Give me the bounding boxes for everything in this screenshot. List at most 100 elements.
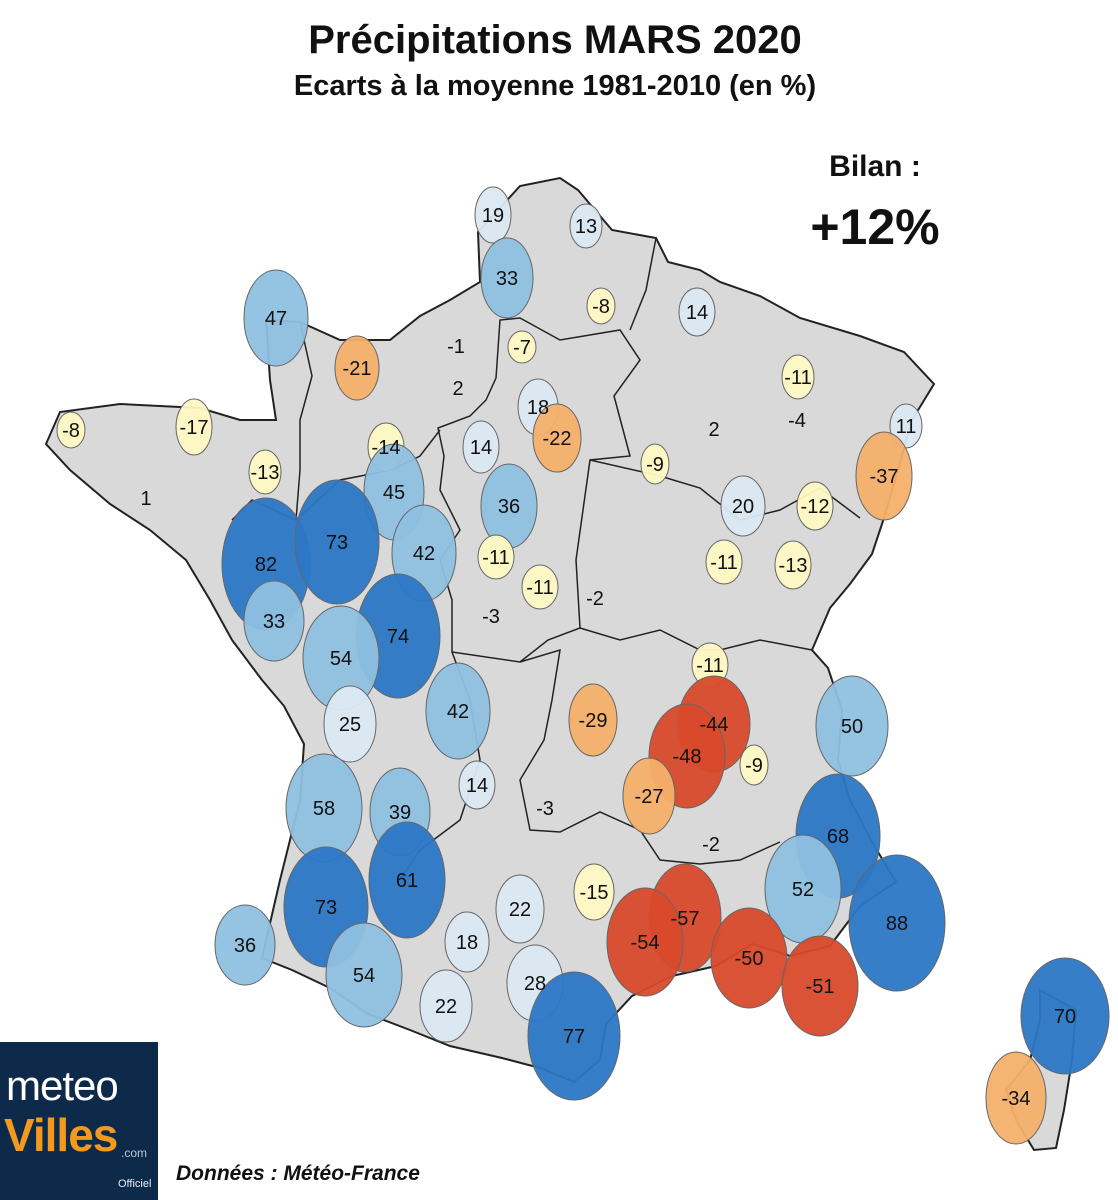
station-value-label: -13 [779, 555, 808, 577]
station-value-label: -2 [702, 834, 720, 856]
station-value-label: -29 [579, 710, 608, 732]
station-value-label: -9 [745, 755, 763, 777]
station-value-label: -2 [586, 588, 604, 610]
station-marker [507, 330, 537, 364]
station-marker [606, 887, 684, 997]
station-value-label: 33 [263, 611, 285, 633]
station-value-label: -14 [372, 437, 401, 459]
station-value-label: 54 [330, 648, 352, 670]
station-value-label: -22 [543, 428, 572, 450]
station-value-label: 2 [708, 419, 719, 441]
station-value-label: -11 [696, 655, 723, 677]
station-marker [294, 479, 380, 605]
station-value-label: 14 [470, 437, 492, 459]
station-marker [848, 854, 946, 992]
station-marker [425, 662, 491, 760]
station-value-label: 74 [387, 626, 409, 648]
station-value-label: -27 [635, 786, 664, 808]
station-value-label: 18 [527, 397, 549, 419]
station-value-label: 14 [466, 775, 488, 797]
station-marker [710, 907, 788, 1009]
meteovilles-logo: meteo Villes .com Officiel [0, 1042, 158, 1200]
station-marker [495, 874, 545, 944]
station-value-label: -48 [673, 746, 702, 768]
station-value-label: -11 [784, 367, 811, 389]
station-value-label: -4 [788, 410, 806, 432]
station-marker [462, 420, 500, 474]
station-value-label: -37 [870, 466, 899, 488]
map-subtitle: Ecarts à la moyenne 1981-2010 (en %) [293, 70, 817, 102]
station-marker [855, 431, 913, 521]
station-marker [248, 449, 282, 495]
station-value-label: 70 [1054, 1006, 1076, 1028]
station-value-label: 2 [452, 378, 463, 400]
station-marker [480, 237, 534, 319]
station-marker [243, 580, 305, 662]
station-value-label: 36 [234, 935, 256, 957]
station-marker [569, 203, 603, 249]
station-marker [368, 821, 446, 939]
station-value-label: 88 [886, 913, 908, 935]
station-marker [521, 564, 559, 610]
station-marker [678, 287, 716, 337]
station-marker [214, 904, 276, 986]
station-value-label: -15 [580, 882, 609, 904]
station-marker [323, 685, 377, 763]
station-value-label: -9 [646, 454, 664, 476]
station-value-label: 45 [383, 482, 405, 504]
station-marker [705, 539, 743, 585]
station-value-label: 13 [575, 216, 597, 238]
station-value-label: 58 [313, 798, 335, 820]
station-value-label: 54 [353, 965, 375, 987]
station-value-label: -51 [806, 976, 835, 998]
station-value-label: -11 [526, 577, 553, 599]
station-marker [815, 675, 889, 777]
station-value-label: 18 [456, 932, 478, 954]
station-marker [781, 935, 859, 1037]
station-value-label: -11 [710, 552, 737, 574]
station-marker [458, 760, 496, 810]
station-value-label: 77 [563, 1026, 585, 1048]
station-marker [985, 1051, 1047, 1145]
station-value-label: -34 [1002, 1088, 1031, 1110]
station-marker [796, 481, 834, 531]
logo-officiel-text: Officiel [118, 1178, 152, 1190]
station-value-label: 39 [389, 802, 411, 824]
station-value-label: 61 [396, 870, 418, 892]
station-value-label: 28 [524, 973, 546, 995]
station-marker [325, 922, 403, 1028]
station-marker [586, 287, 616, 325]
station-value-label: -44 [700, 714, 729, 736]
station-value-label: 14 [686, 302, 708, 324]
station-value-label: -11 [482, 547, 509, 569]
logo-meteo-text: meteo [6, 1062, 119, 1109]
station-value-label: 1 [140, 488, 151, 510]
station-value-label: 19 [482, 205, 504, 227]
station-value-label: 33 [496, 268, 518, 290]
station-value-label: -1 [447, 336, 465, 358]
station-value-label: -3 [482, 606, 500, 628]
station-value-label: -7 [513, 337, 531, 359]
station-marker [532, 403, 582, 473]
station-marker [781, 354, 815, 400]
data-source: Données : Météo-France [176, 1162, 420, 1185]
station-value-label: 42 [447, 701, 469, 723]
station-marker [334, 335, 380, 401]
station-marker [720, 475, 766, 537]
station-value-label: 22 [435, 996, 457, 1018]
station-value-label: 20 [732, 496, 754, 518]
station-value-label: -3 [536, 798, 554, 820]
station-marker [568, 683, 618, 757]
station-marker [1020, 957, 1110, 1075]
station-value-label: 73 [315, 897, 337, 919]
station-value-label: -8 [592, 296, 610, 318]
station-value-label: 36 [498, 496, 520, 518]
station-value-label: -57 [671, 908, 700, 930]
logo-villes-text: Villes [4, 1109, 118, 1161]
station-value-label: -8 [62, 420, 80, 442]
station-value-label: -13 [251, 462, 280, 484]
station-value-label: 25 [339, 714, 361, 736]
station-value-label: 47 [265, 308, 287, 330]
station-marker [477, 534, 515, 580]
station-marker [527, 971, 621, 1101]
